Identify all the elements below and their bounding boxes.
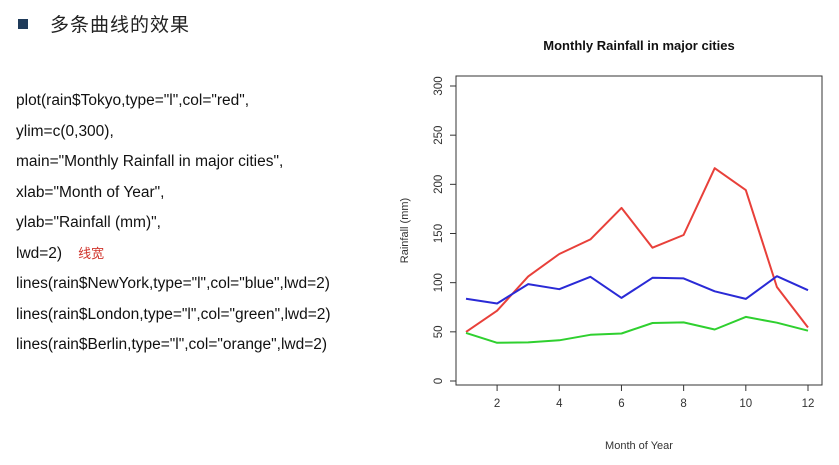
y-tick-label: 0 [433, 378, 445, 384]
code-text: ylim=c(0,300), [16, 122, 114, 140]
x-tick-label: 6 [618, 398, 624, 410]
code-line: main="Monthly Rainfall in major cities", [16, 147, 331, 178]
slide-heading: 多条曲线的效果 [18, 10, 190, 37]
code-text: ylab="Rainfall (mm)", [16, 214, 161, 231]
code-line: lines(rain$London,type="l",col="green",l… [16, 300, 331, 331]
code-text: main="Monthly Rainfall in major cities", [16, 153, 284, 170]
x-tick-label: 4 [556, 398, 563, 410]
y-tick-label: 100 [433, 273, 445, 292]
y-tick-label: 200 [433, 175, 445, 194]
code-line: lines(rain$NewYork,type="l",col="blue",l… [16, 269, 331, 300]
code-block: plot(rain$Tokyo,type="l",col="red", ylim… [16, 86, 331, 361]
heading-text: 多条曲线的效果 [50, 14, 191, 36]
code-line: ylab="Rainfall (mm)", [16, 208, 331, 239]
code-line: lines(rain$Berlin,type="l",col="orange",… [16, 330, 331, 361]
code-text: lwd=2) [16, 244, 63, 262]
code-text: lines(rain$Berlin,type="l",col="orange",… [16, 336, 328, 353]
y-tick-label: 250 [433, 126, 445, 145]
code-text: lines(rain$NewYork,type="l",col="blue",l… [16, 275, 330, 292]
code-text: xlab="Month of Year", [16, 183, 165, 201]
code-line: lwd=2) 线宽 [16, 239, 331, 270]
line-width-note: 线宽 [78, 246, 105, 262]
series-line-2 [465, 315, 809, 344]
x-tick-label: 10 [739, 398, 752, 410]
code-text: lines(rain$London,type="l",col="green",l… [16, 305, 331, 323]
x-tick-label: 12 [802, 398, 815, 410]
square-bullet-icon [18, 18, 28, 29]
rainfall-chart: Monthly Rainfall in major cities 2 4 6 8 10 12… [399, 38, 823, 452]
plot-frame [455, 75, 823, 386]
x-tick-label: 2 [494, 398, 500, 410]
x-tick-label: 8 [680, 398, 686, 410]
y-tick-label: 50 [433, 325, 445, 338]
series-line-0 [465, 167, 809, 333]
series-line-1 [465, 275, 809, 305]
y-tick-label: 150 [433, 224, 445, 243]
y-tick-label: 300 [433, 76, 445, 95]
code-line: xlab="Month of Year", [16, 178, 331, 209]
x-axis-label: Month of Year [605, 440, 673, 452]
code-text: plot(rain$Tokyo,type="l",col="red", [16, 92, 250, 109]
chart-title: Monthly Rainfall in major cities [543, 38, 734, 53]
y-axis-label: Rainfall (mm) [399, 198, 411, 263]
code-line: ylim=c(0,300), [16, 117, 331, 148]
code-line: plot(rain$Tokyo,type="l",col="red", [16, 86, 331, 117]
